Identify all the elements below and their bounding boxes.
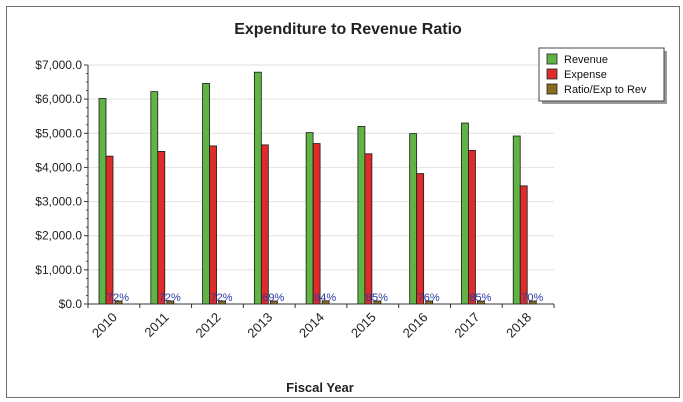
- x-axis: 2010 2011 2012 2013 2014 2015 2016 2017 2018: [87, 303, 555, 341]
- ratio-data-label: 72%: [211, 292, 233, 304]
- expense-bar: [260, 144, 269, 305]
- x-axis-title: Fiscal Year: [286, 380, 354, 395]
- y-tick-label: $7,000.0: [35, 58, 82, 72]
- y-tick-label: $0.0: [59, 297, 83, 311]
- y-tick-label: $6,000.0: [35, 92, 82, 106]
- x-tick-label: 2011: [141, 310, 171, 340]
- revenue-bar: [202, 83, 210, 305]
- x-tick-label: 2013: [244, 310, 275, 341]
- y-axis: $0.0 $1,000.0 $2,000.0 $3,000.0 $4,000.0 $5,0…: [35, 58, 89, 311]
- ratio-data-label: 72%: [107, 292, 129, 304]
- expense-bar: [105, 155, 114, 305]
- legend-label: Ratio/Exp to Rev: [564, 84, 647, 96]
- ratio-data-label: 72%: [159, 292, 181, 304]
- legend-swatch: [546, 68, 558, 80]
- y-tick-label: $5,000.0: [35, 126, 82, 140]
- revenue-bar: [150, 91, 159, 305]
- revenue-bar: [512, 135, 521, 305]
- legend-label: Revenue: [564, 54, 608, 66]
- legend: Revenue Expense Ratio/Exp to Rev: [538, 47, 667, 104]
- y-tick-label: $2,000.0: [35, 229, 82, 243]
- expenditure-revenue-chart: Expenditure to Revenue Ratio $0.0 $1,000.…: [35, 21, 667, 395]
- bars: 72% 72% 72% 69% 94% 85% 76% 85% 70%: [98, 71, 543, 305]
- legend-swatch: [546, 53, 558, 65]
- expense-bar: [416, 173, 425, 305]
- y-tick-label: $4,000.0: [35, 160, 82, 174]
- revenue-bar: [461, 122, 469, 305]
- y-tick-label: $3,000.0: [35, 195, 82, 209]
- x-tick-label: 2017: [451, 310, 482, 341]
- expense-bar: [364, 153, 373, 305]
- ratio-data-label: 85%: [366, 292, 388, 304]
- revenue-bar: [305, 132, 314, 305]
- legend-swatch: [546, 83, 558, 95]
- revenue-bar: [253, 71, 262, 305]
- x-tick-label: 2015: [348, 310, 379, 341]
- x-tick-label: 2018: [503, 310, 534, 341]
- chart-title: Expenditure to Revenue Ratio: [234, 21, 462, 38]
- ratio-data-label: 85%: [469, 292, 491, 304]
- expense-bar: [468, 149, 476, 305]
- ratio-data-label: 70%: [521, 292, 543, 304]
- revenue-bar: [98, 98, 107, 305]
- expense-bar: [519, 185, 528, 305]
- grid-lines: [88, 64, 554, 271]
- ratio-data-label: 94%: [314, 292, 336, 304]
- revenue-bar: [409, 133, 418, 305]
- expense-bar: [312, 143, 321, 305]
- y-tick-label: $1,000.0: [35, 263, 82, 277]
- legend-label: Expense: [564, 69, 607, 81]
- expense-bar: [209, 145, 217, 305]
- x-tick-label: 2016: [400, 310, 431, 341]
- x-tick-label: 2010: [89, 310, 120, 341]
- expense-bar: [157, 150, 166, 305]
- x-tick-label: 2012: [193, 310, 224, 341]
- ratio-data-label: 76%: [418, 292, 440, 304]
- ratio-data-label: 69%: [262, 292, 284, 304]
- x-tick-label: 2014: [296, 310, 327, 341]
- chart-frame: Expenditure to Revenue Ratio $0.0 $1,000.…: [6, 6, 680, 398]
- legend-box: [538, 47, 665, 102]
- revenue-bar: [357, 126, 366, 305]
